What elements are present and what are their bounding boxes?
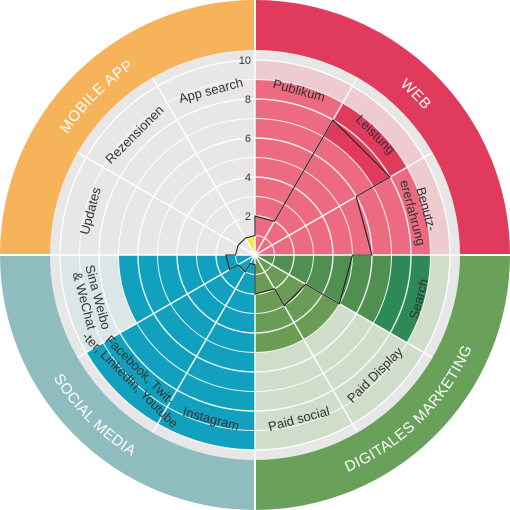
group-ring-segment — [0, 255, 255, 510]
grid-spoke — [151, 254, 256, 433]
data-wedge — [255, 79, 343, 255]
outline-polygon — [225, 119, 391, 307]
grid-spoke — [254, 254, 359, 433]
data-wedge — [255, 255, 340, 340]
data-wedge — [255, 167, 431, 255]
data-wedge — [86, 255, 255, 424]
grid-spoke — [77, 151, 256, 256]
grid-spoke — [77, 254, 256, 359]
tick-label: 4 — [245, 172, 251, 184]
data-wedge — [157, 255, 255, 450]
highlight-band — [373, 255, 431, 343]
tick-label: 6 — [245, 133, 251, 145]
grid-spoke — [254, 151, 433, 256]
tick-label: 8 — [245, 94, 251, 106]
group-ring-segment — [255, 255, 510, 510]
tick-label-layer: 2 4 6 8 10 — [239, 55, 251, 223]
grid-spoke — [254, 254, 433, 359]
tick-label: 10 — [239, 55, 251, 67]
group-ring-segment — [0, 0, 255, 255]
outline-layer — [225, 119, 391, 307]
tick-label: 2 — [245, 211, 251, 223]
data-wedge — [118, 255, 255, 324]
group-ring-segment — [255, 0, 510, 255]
data-wedge — [255, 255, 304, 353]
grid-spoke — [151, 77, 256, 256]
